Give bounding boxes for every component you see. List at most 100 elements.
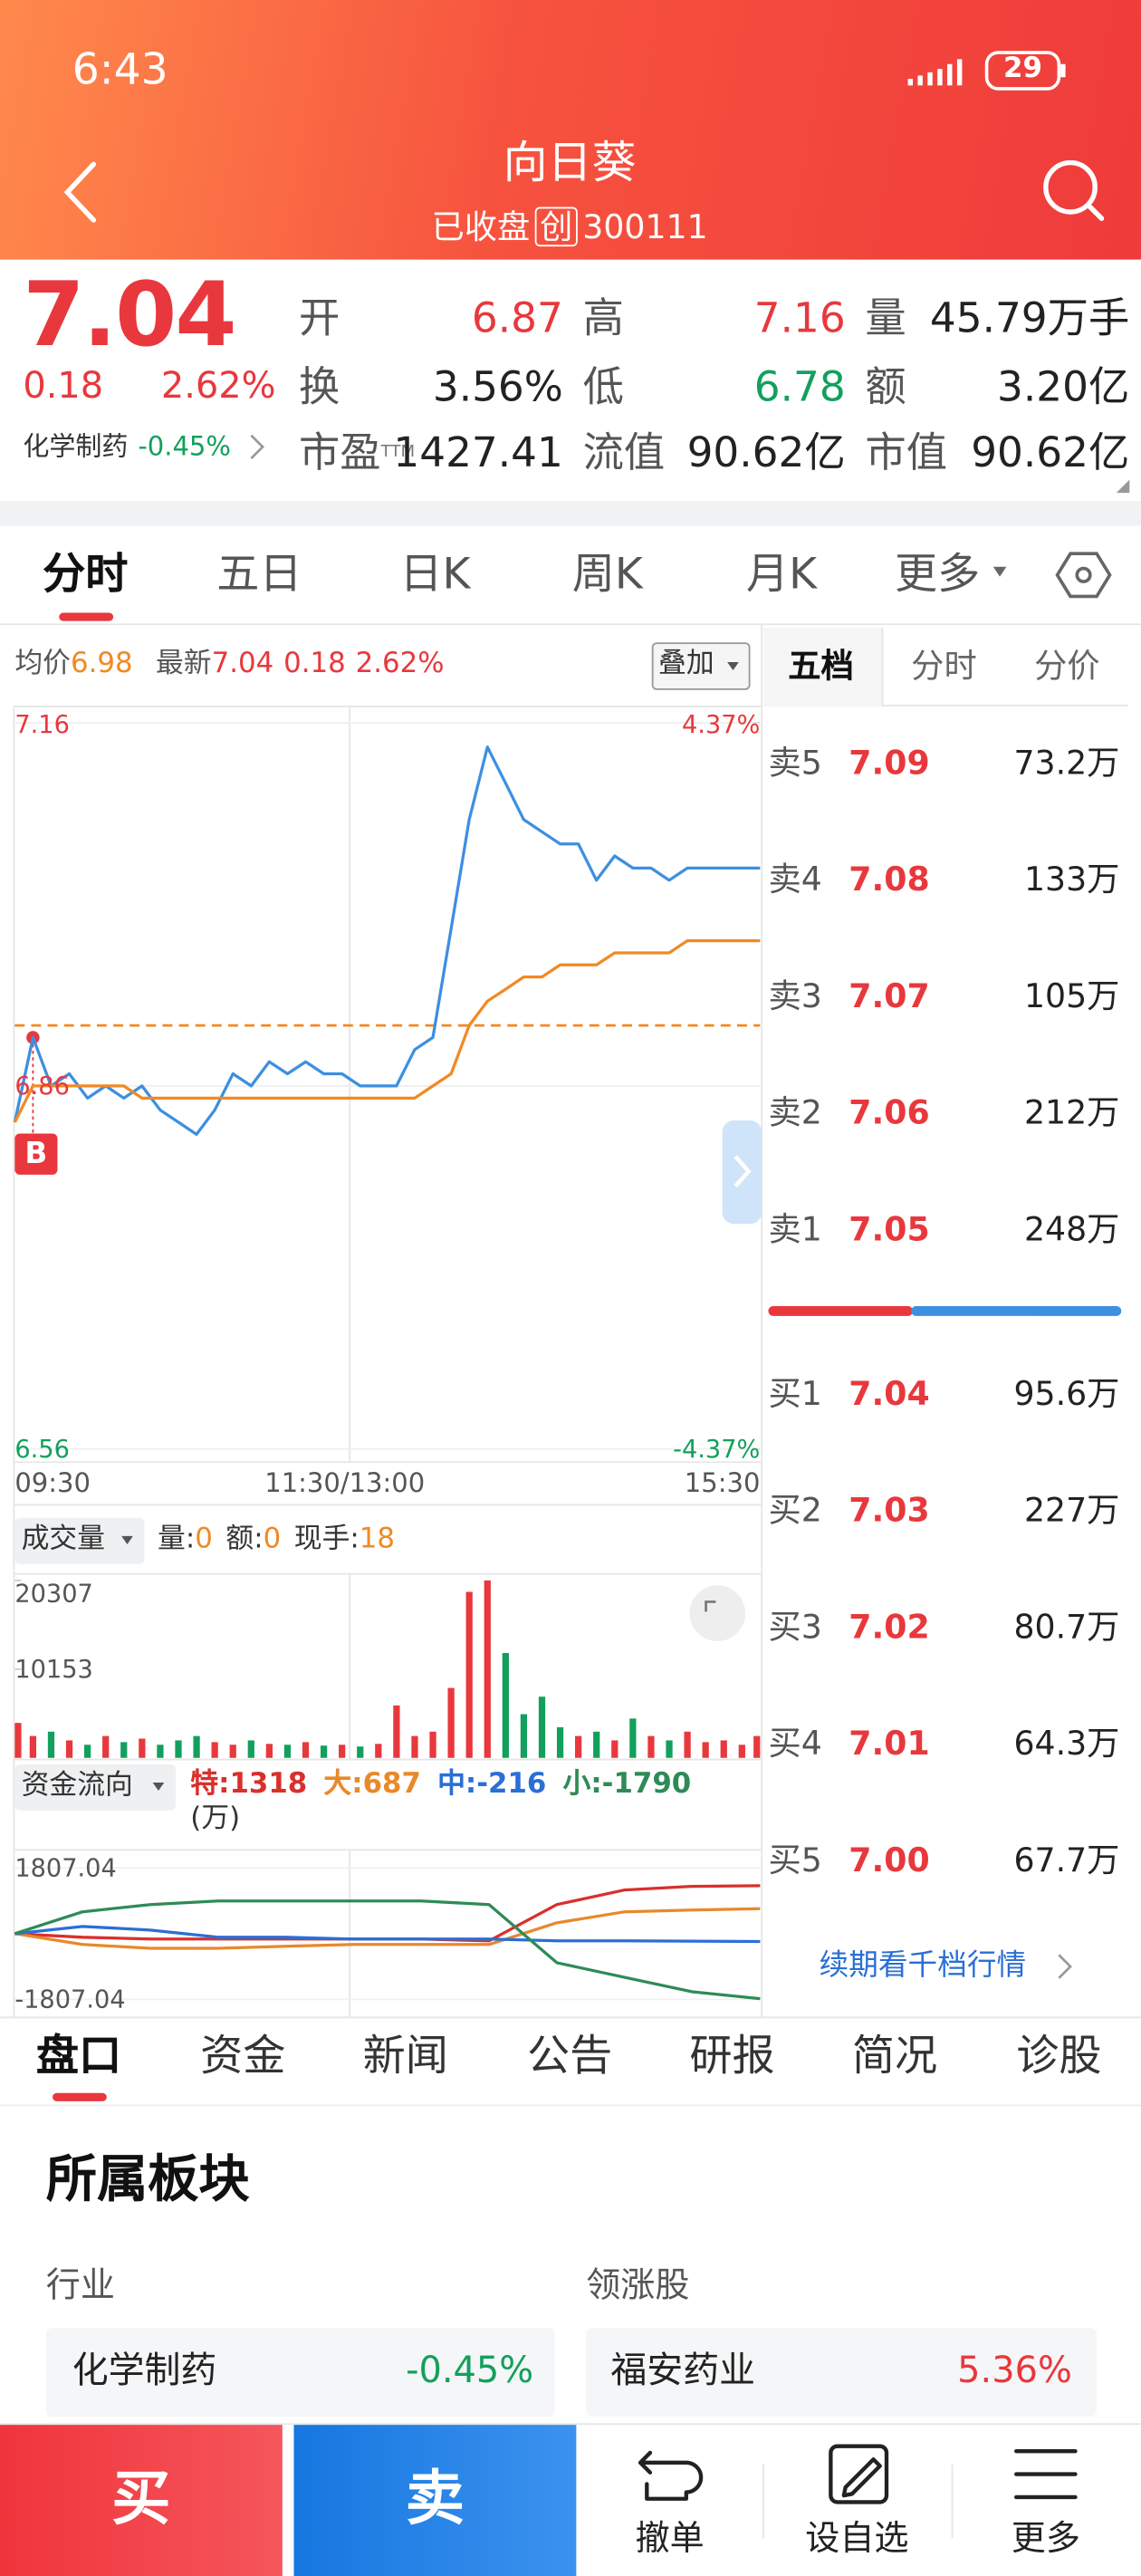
volume-bar [666,1740,673,1758]
volume-bar [229,1745,236,1758]
buy-button[interactable] [0,2425,283,2576]
book-volume: 248万 [1023,1208,1120,1248]
info-tab[interactable]: 新闻 [362,2032,448,2081]
section-gap [0,501,1141,526]
last-price: 7.04 [23,262,236,366]
sector-summary[interactable]: 化学制药 -0.45% [23,430,231,463]
field-name: 高 [582,293,624,341]
info-tab[interactable]: 公告 [526,2032,613,2081]
volume-bar [47,1731,55,1758]
book-volume: 80.7万 [1013,1606,1120,1646]
search-handle [1086,203,1105,221]
sell-button[interactable] [293,2425,577,2576]
action-label[interactable]: 撤单 [635,2518,705,2558]
overlay-label[interactable]: 叠加 [657,648,714,681]
cancel-icon[interactable] [638,2450,704,2501]
series-line [13,745,761,1137]
volume-bar [175,1740,182,1758]
volume-bar [65,1740,73,1758]
volume-bar [447,1687,455,1758]
fullscreen-button[interactable] [689,1585,746,1641]
info-tab[interactable]: 简况 [851,2032,938,2081]
leader-card[interactable] [586,2328,1098,2417]
book-price: 7.09 [849,742,930,782]
field-name: 市盈 [298,428,381,476]
chart-tab[interactable]: 日K [399,550,471,600]
field-value: 6.87 [471,293,563,341]
book-level: 买2 [768,1489,822,1529]
info-tab[interactable]: 盘口 [35,2032,122,2081]
info-tab-underline [53,2092,107,2101]
field-value: 6.78 [753,361,846,410]
legend-name: 小: [562,1768,602,1802]
volume-bar [753,1735,761,1758]
book-price: 7.02 [849,1606,930,1646]
chart-tab[interactable]: 更多 [895,550,981,600]
volume-bar [520,1714,528,1758]
fullscreen-icon [705,1600,716,1612]
side-expand-button[interactable] [722,1120,762,1225]
watch-icon[interactable] [829,2444,889,2504]
book-tab[interactable]: 分价 [1034,645,1100,685]
book-level: 卖5 [768,742,822,782]
book-tab[interactable]: 五档 [788,645,854,685]
chart-tab[interactable]: 五日 [216,550,302,600]
info-tab[interactable]: 资金 [200,2032,286,2081]
latest-value: 7.04 [211,648,274,681]
info-bar: 均价 6.98 最新 7.04 0.18 2.62% [14,648,444,682]
field-name: 量 [865,293,906,341]
stat-value: 0 [263,1523,282,1557]
field-value: 45.79万手 [929,293,1130,341]
flow-tag[interactable] [14,1764,176,1811]
leader-name: 福安药业 [610,2351,755,2393]
chart-tab[interactable]: 月K [745,550,817,600]
series-line [14,1925,761,1944]
volume-tag[interactable] [14,1517,145,1564]
active-order-tab [763,627,884,706]
book-more[interactable]: 续期看千档行情 [819,1947,1027,1983]
stat-value: 18 [359,1523,396,1557]
book-price: 7.07 [849,975,930,1015]
chart-tab[interactable]: 周K [571,550,643,600]
header-subtitle: 已收盘创 300111 [431,207,708,247]
back-icon[interactable] [63,161,97,223]
industry-card[interactable] [45,2328,555,2417]
buy-label[interactable]: 买 [111,2465,171,2533]
volume-bar [538,1697,546,1758]
volume-bar [265,1744,273,1758]
field-label: 换 [299,360,340,411]
book-volume: 64.3万 [1013,1722,1120,1763]
volume-bar [211,1742,218,1758]
field-label: 市盈 TTM [299,427,415,477]
volume-bar [720,1740,727,1758]
volume-bar [157,1745,164,1758]
sell-label[interactable]: 卖 [405,2465,465,2533]
search-icon[interactable] [1043,159,1098,215]
book-price: 7.08 [849,858,930,899]
settings-icon[interactable] [1055,552,1112,599]
volume-bar [83,1745,91,1758]
volume-bar [575,1735,582,1758]
book-level: 买1 [768,1372,822,1413]
info-tab[interactable]: 研报 [689,2032,775,2081]
action-label[interactable]: 设自选 [805,2518,909,2558]
flow-title[interactable]: 资金流向 [21,1770,133,1803]
flow-legend: 特: 1318 大: 687 中: -216 小: -1790 [190,1768,691,1802]
overlay-caret [727,661,739,671]
volume-bar [684,1731,691,1758]
action-label[interactable]: 更多 [1011,2518,1080,2558]
book-tab[interactable]: 分时 [911,645,977,685]
volume-bar [556,1726,564,1758]
chart-tab[interactable]: 分时 [43,550,129,600]
field-name: 低 [582,361,624,410]
book-price: 7.01 [849,1722,930,1763]
book-volume: 227万 [1023,1489,1120,1529]
latest-label: 最新 [155,648,212,681]
more-book-arrow [1058,1954,1072,1979]
more-icon[interactable] [1014,2448,1078,2500]
book-level: 买3 [768,1606,822,1646]
volume-title[interactable]: 成交量 [21,1523,106,1557]
y-tick-label: 6.56 [14,1433,70,1464]
info-tab[interactable]: 诊股 [1016,2032,1102,2081]
